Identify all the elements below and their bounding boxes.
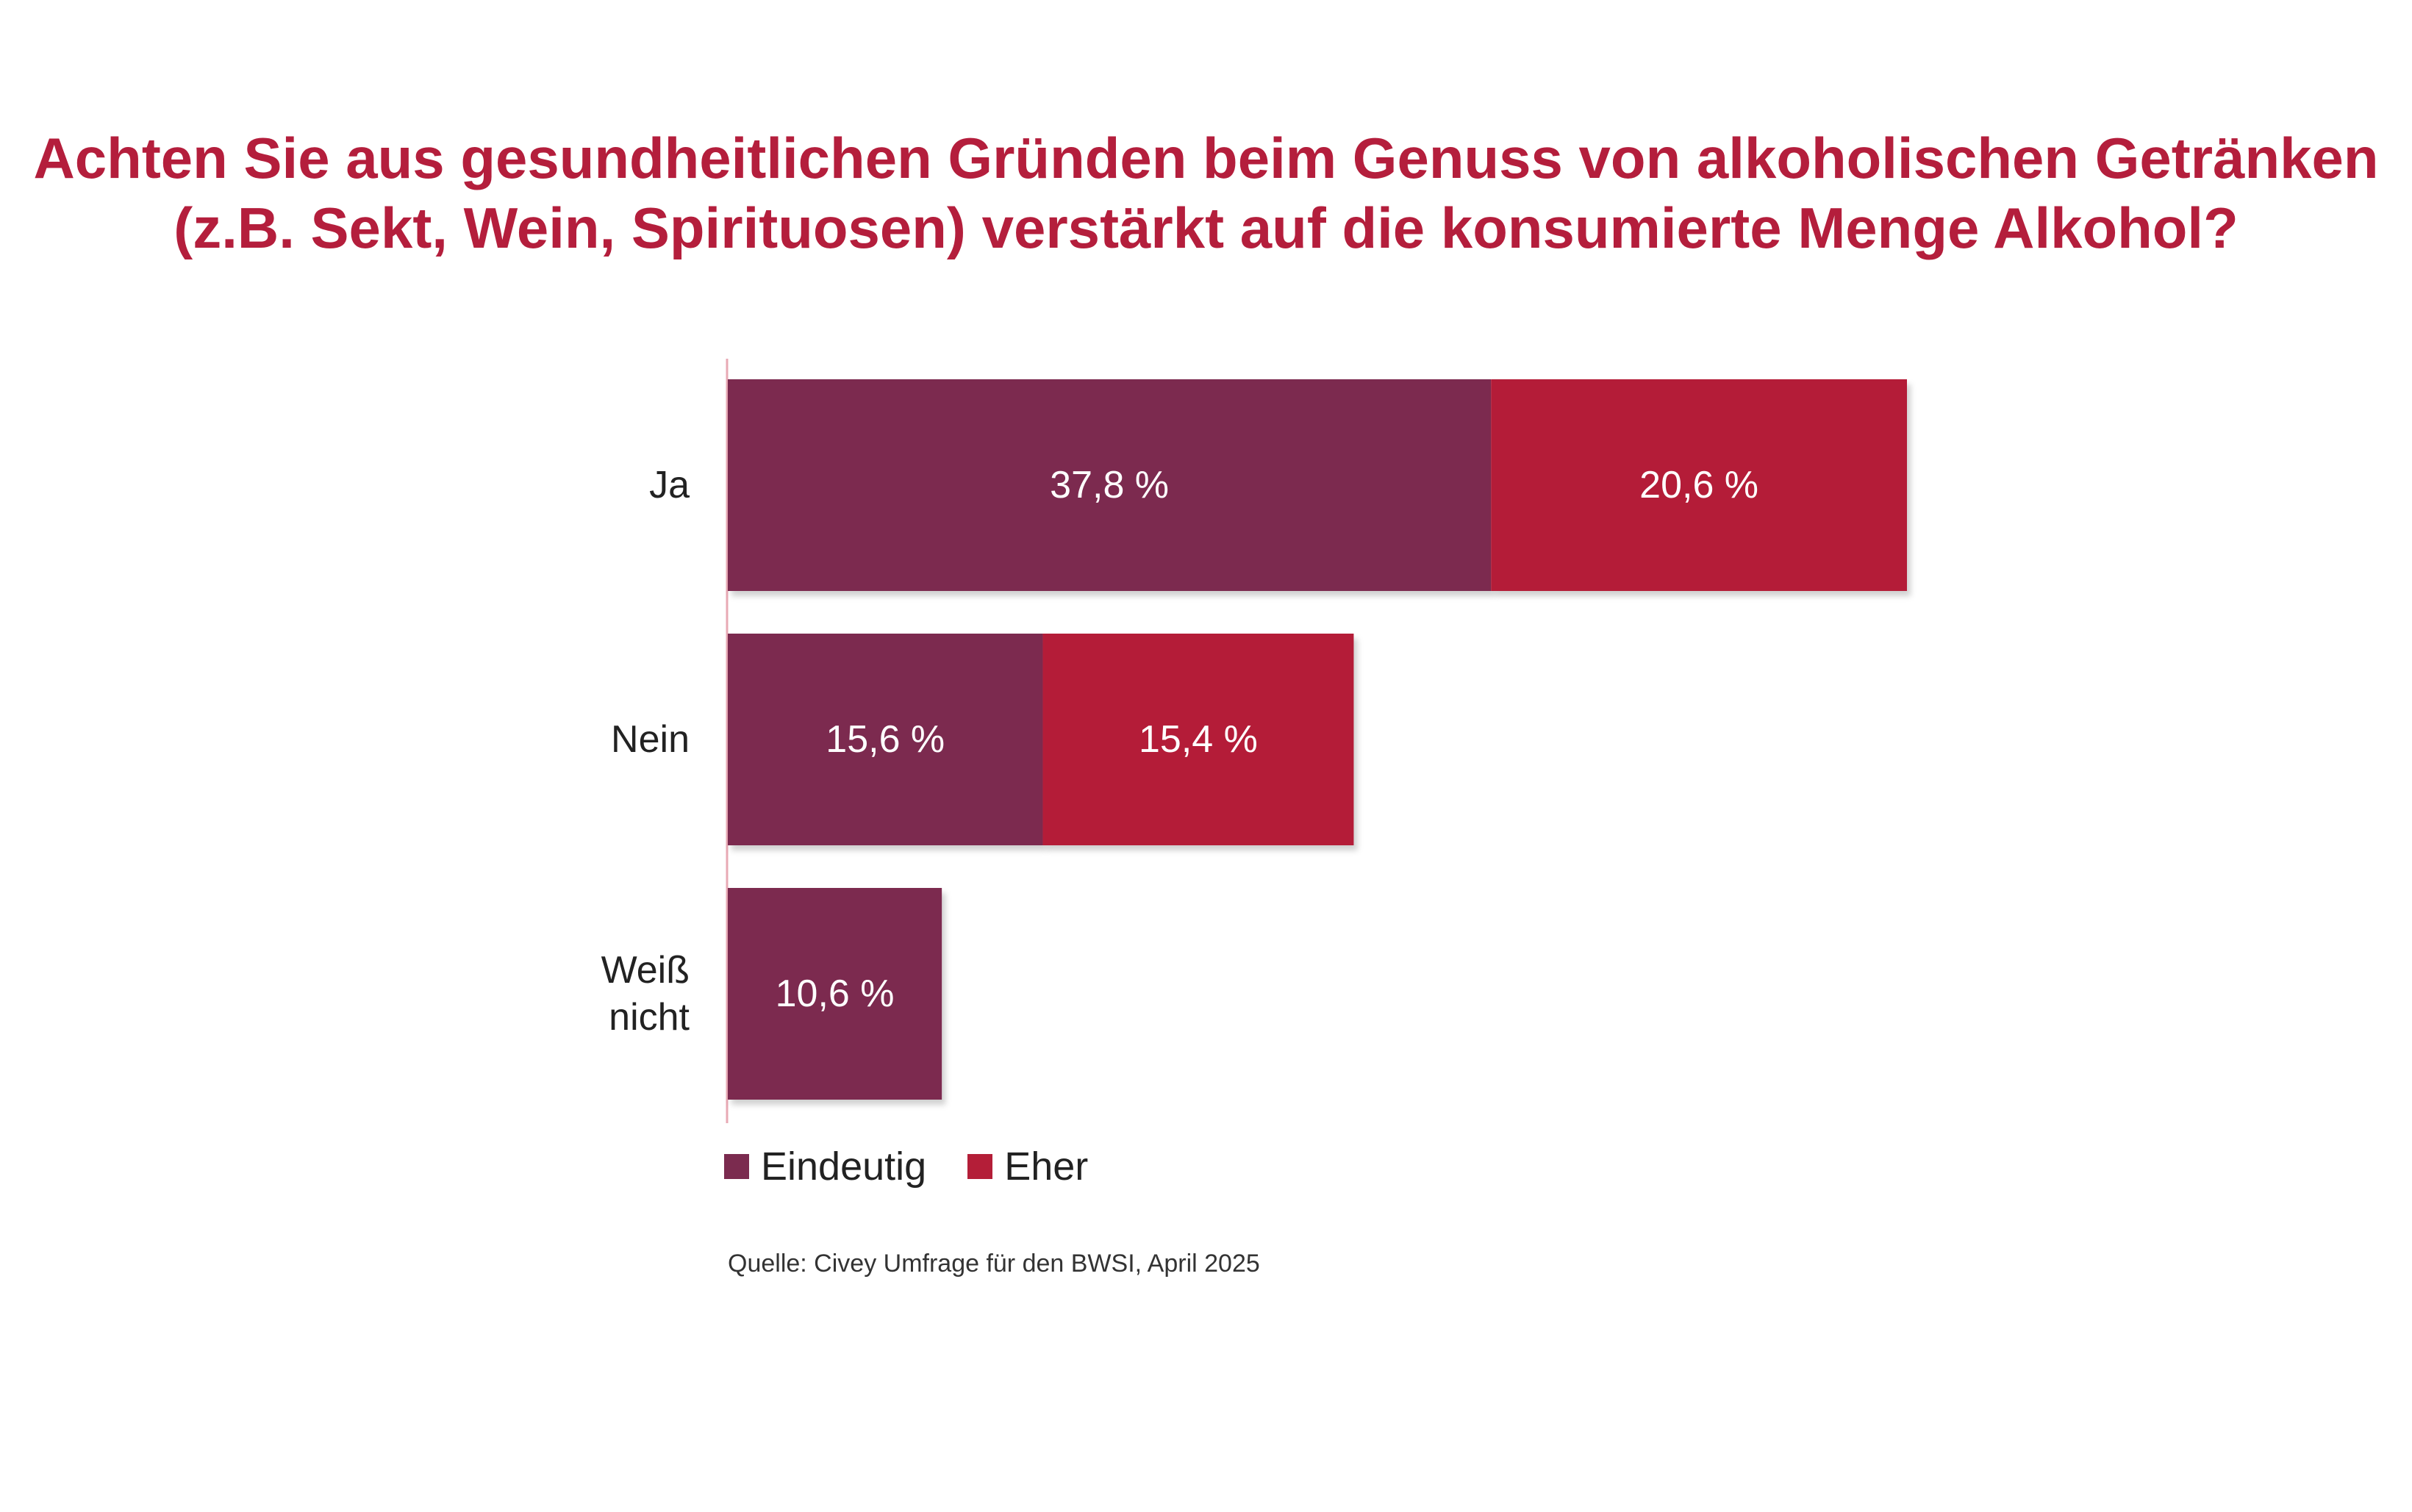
data-label-ja-eher: 20,6 % (1639, 464, 1758, 506)
data-label-nein-eindeutig: 15,6 % (826, 718, 945, 761)
source-note: Quelle: Civey Umfrage für den BWSI, Apri… (728, 1250, 1260, 1278)
data-label-ja-eindeutig: 37,8 % (1050, 464, 1169, 506)
bar-ja-eindeutig (728, 379, 1492, 591)
bar-ja-eher (1491, 379, 1907, 591)
data-label-wei-nicht-eindeutig: 10,6 % (776, 972, 895, 1015)
legend-item-eindeutig: Eindeutig (724, 1144, 926, 1189)
legend-swatch-eher (967, 1154, 993, 1179)
legend: Eindeutig Eher (724, 1144, 1129, 1189)
category-label-wei-nicht-line-2: nicht (609, 996, 690, 1039)
bar-wei-nicht-eindeutig (728, 888, 942, 1100)
legend-label-eher: Eher (1004, 1144, 1089, 1189)
bar-nein-eher (1042, 634, 1354, 845)
legend-item-eher: Eher (967, 1144, 1088, 1189)
legend-label-eindeutig: Eindeutig (761, 1144, 927, 1189)
category-label-nein: Nein (611, 718, 690, 761)
bar-nein-eindeutig (728, 634, 1043, 845)
legend-swatch-eindeutig (724, 1154, 749, 1179)
chart-title-line-1: Achten Sie aus gesundheitlichen Gründen … (33, 126, 2379, 190)
chart-title-line-2: (z.B. Sekt, Wein, Spirituosen) verstärkt… (173, 196, 2239, 260)
category-label-wei-nicht-line-1: Weiß (601, 949, 690, 992)
data-label-nein-eher: 15,4 % (1139, 718, 1258, 761)
category-label-ja: Ja (649, 464, 690, 506)
